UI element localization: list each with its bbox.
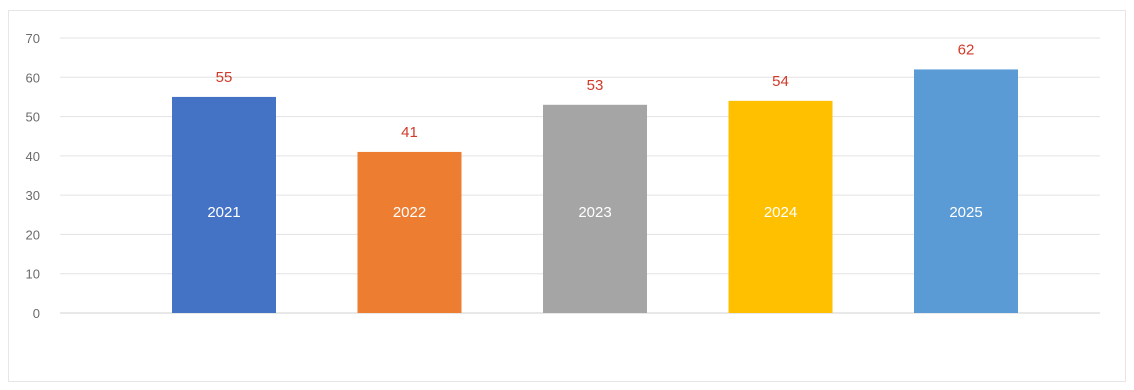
category-label: 2023	[578, 204, 611, 221]
bar-2024	[728, 100, 833, 313]
bar-2021	[172, 96, 276, 313]
y-tick-label: 30	[26, 188, 40, 203]
y-tick-label: 20	[26, 227, 40, 242]
y-tick-label: 0	[33, 306, 40, 321]
bar-2025	[914, 69, 1018, 313]
y-tick-label: 50	[26, 110, 40, 125]
category-label: 2024	[764, 204, 797, 221]
y-tick-label: 70	[26, 31, 40, 46]
category-label: 2025	[949, 204, 982, 221]
value-label: 55	[216, 69, 233, 86]
bar-2022	[357, 151, 462, 313]
category-label: 2021	[207, 204, 240, 221]
y-tick-label: 10	[26, 267, 40, 282]
value-label: 53	[587, 77, 604, 94]
value-label: 54	[772, 73, 789, 90]
y-tick-label: 40	[26, 149, 40, 164]
value-label: 41	[401, 124, 418, 141]
bars	[172, 69, 1018, 314]
data-labels: 55 2021 41 2022 53 2023 54 2024 62 2025	[207, 41, 982, 221]
y-axis-ticks: 0 10 20 30 40 50 60 70	[26, 31, 40, 321]
bar-2023	[543, 104, 647, 314]
value-label: 62	[958, 41, 975, 58]
category-label: 2022	[393, 204, 426, 221]
y-tick-label: 60	[26, 70, 40, 85]
